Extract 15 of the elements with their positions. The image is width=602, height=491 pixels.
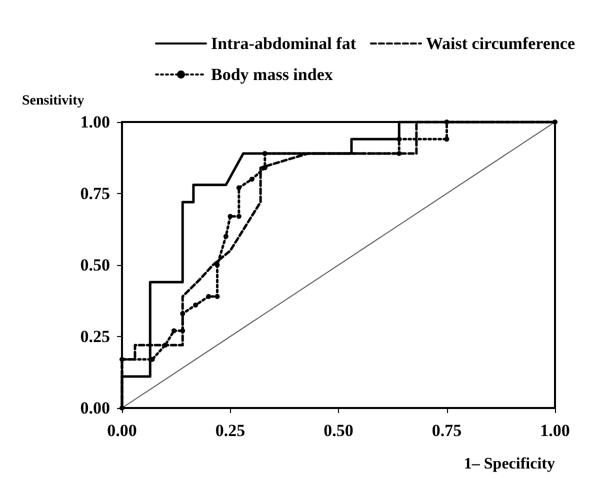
y-tick-label: 0.25 [80,327,110,346]
x-tick-label: 0.50 [324,421,354,440]
legend-label: Intra-abdominal fat [211,34,356,53]
x-tick-label: 0.75 [432,421,462,440]
x-tick-label: 0.25 [215,421,246,440]
y-tick-label: 0.50 [80,256,110,274]
legend-label: Body mass index [211,65,334,84]
y-tick-label: 0.75 [80,184,110,203]
y-tick-label: 0.00 [80,398,110,418]
x-axis-title: 1– Specificity [464,456,555,472]
y-axis-title: Sensitivity [22,94,84,108]
x-tick-label: 1.00 [540,421,570,440]
legend-label: Waist circumference [426,34,576,53]
x-tick-label: 0.00 [107,421,137,440]
y-tick-label: 1.00 [80,112,110,132]
